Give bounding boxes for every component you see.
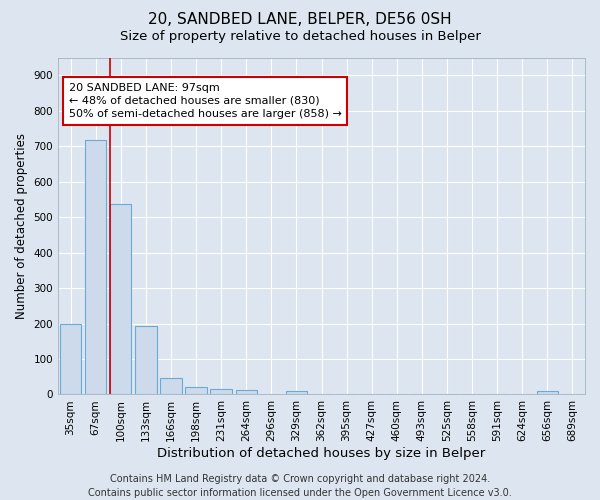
Bar xyxy=(60,324,81,394)
Text: 20 SANDBED LANE: 97sqm
← 48% of detached houses are smaller (830)
50% of semi-de: 20 SANDBED LANE: 97sqm ← 48% of detached… xyxy=(68,83,341,119)
Bar xyxy=(110,204,131,394)
X-axis label: Distribution of detached houses by size in Belper: Distribution of detached houses by size … xyxy=(157,447,485,460)
Bar xyxy=(536,392,558,394)
Bar xyxy=(85,140,106,394)
Text: Contains HM Land Registry data © Crown copyright and database right 2024.
Contai: Contains HM Land Registry data © Crown c… xyxy=(88,474,512,498)
Text: 20, SANDBED LANE, BELPER, DE56 0SH: 20, SANDBED LANE, BELPER, DE56 0SH xyxy=(148,12,452,28)
Bar xyxy=(236,390,257,394)
Y-axis label: Number of detached properties: Number of detached properties xyxy=(15,133,28,319)
Bar xyxy=(135,326,157,394)
Text: Size of property relative to detached houses in Belper: Size of property relative to detached ho… xyxy=(119,30,481,43)
Bar xyxy=(160,378,182,394)
Bar xyxy=(185,388,207,394)
Bar xyxy=(211,390,232,394)
Bar xyxy=(286,392,307,394)
